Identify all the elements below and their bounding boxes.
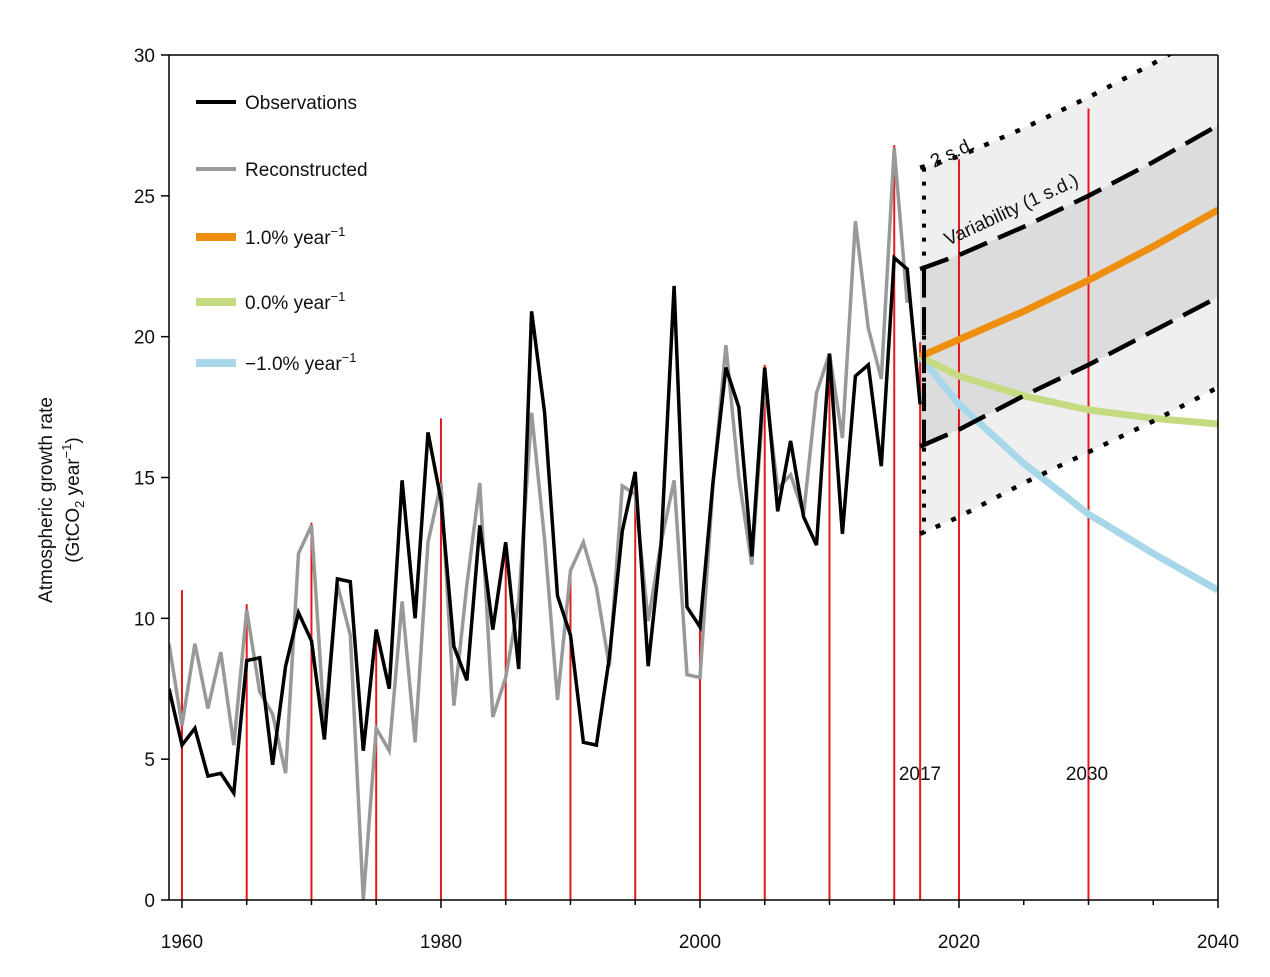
series-line-3 [918, 353, 1218, 428]
y-axis-label: Atmospheric growth rate [36, 397, 57, 603]
y-tick-label-15: 15 [134, 469, 155, 490]
x-tick-label-2040: 2040 [1197, 932, 1239, 953]
legend-label-sup-4: −1 [342, 350, 357, 365]
legend-label-text-4: −1.0% year [245, 354, 342, 375]
y-tick-label-30: 30 [134, 46, 155, 67]
band-2sd-lower [919, 385, 1218, 536]
series-line-4 [917, 354, 1218, 594]
series-line-2 [918, 206, 1218, 360]
legend-label-sup-3: −1 [331, 289, 346, 304]
ticks: 0 5 10 15 20 25 30 1960 1980 2000 2020 2040 [134, 46, 1239, 953]
legend-label-text-1: Reconstructed [245, 160, 368, 181]
series-line-1 [169, 147, 909, 900]
y-tick-label-25: 25 [134, 187, 155, 208]
annotation-year-2017: 2017 [899, 764, 941, 785]
y-tick-label-10: 10 [134, 609, 155, 630]
y-axis-units-sub: 2 [72, 501, 87, 508]
y-tick-label-20: 20 [134, 328, 155, 349]
legend-label-sup-2: −1 [331, 224, 346, 239]
x-tick-label-2020: 2020 [938, 932, 980, 953]
band-1sd-upper [919, 123, 1218, 272]
red-year-lines [180, 108, 1090, 900]
legend-label-text-3: 0.0% year [245, 293, 331, 314]
annotation-year-2030: 2030 [1066, 764, 1108, 785]
legend-label-4: −1.0% year−1 [245, 350, 356, 375]
legend-label-1: Reconstructed [245, 160, 368, 181]
band-edge-lines [919, 55, 1218, 536]
legend-label-text-2: 1.0% year [245, 228, 331, 249]
y-tick-label-5: 5 [144, 750, 155, 771]
variability-bands [920, 55, 1218, 534]
y-axis-units-sup: −1 [59, 444, 74, 459]
y-axis-label-line1: Atmospheric growth rate [36, 397, 57, 603]
y-axis-units-a: (GtCO [63, 508, 84, 563]
y-axis-label-units: (GtCO2 year−1) [59, 437, 87, 563]
band-1sd-lower [919, 295, 1218, 449]
x-tick-label-1960: 1960 [161, 932, 203, 953]
legend-label-2: 1.0% year−1 [245, 224, 345, 249]
y-tick-label-0: 0 [144, 891, 155, 912]
x-tick-label-1980: 1980 [420, 932, 462, 953]
y-axis-units-close: ) [63, 437, 84, 443]
series-lines [169, 147, 1218, 900]
series-line-0 [169, 254, 922, 799]
legend-label-3: 0.0% year−1 [245, 289, 345, 314]
legend-label-text-0: Observations [245, 93, 357, 114]
x-tick-label-2000: 2000 [679, 932, 721, 953]
legend-label-0: Observations [245, 93, 357, 114]
y-axis-units-b: year [63, 458, 84, 501]
